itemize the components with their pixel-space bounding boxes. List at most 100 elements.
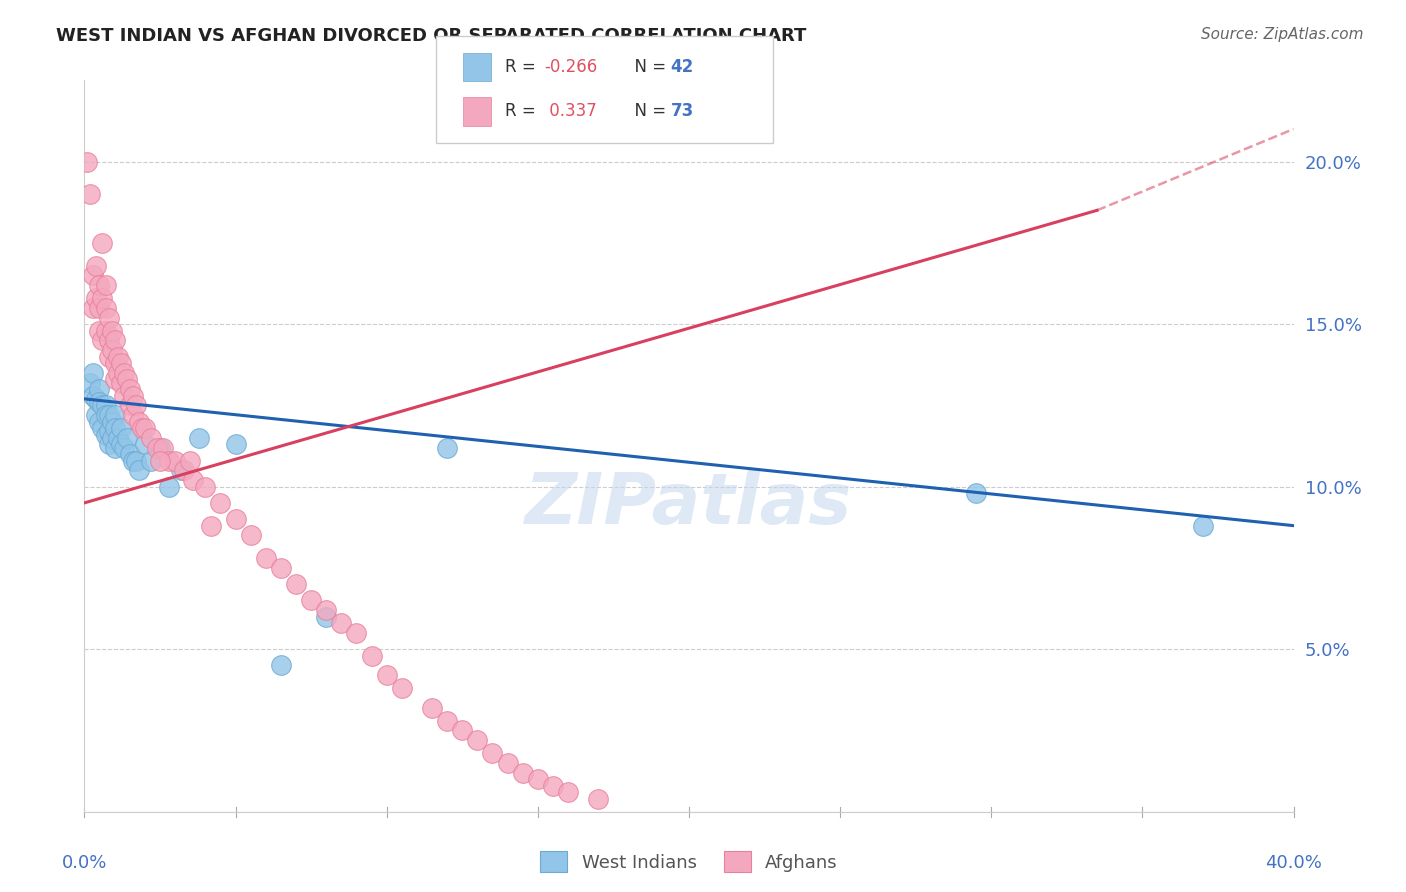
Point: [125, 453, 148, 467]
Point: [82, 301, 104, 315]
Point: [89, 415, 111, 429]
Point: [118, 447, 141, 461]
Point: [134, 421, 156, 435]
Point: [481, 746, 503, 760]
Text: 0.337: 0.337: [544, 103, 598, 120]
Point: [89, 395, 111, 409]
Point: [112, 366, 135, 380]
Text: WEST INDIAN VS AFGHAN DIVORCED OR SEPARATED CORRELATION CHART: WEST INDIAN VS AFGHAN DIVORCED OR SEPARA…: [56, 27, 807, 45]
Point: [121, 453, 143, 467]
Point: [170, 463, 193, 477]
Point: [285, 577, 308, 591]
Text: 0.0%: 0.0%: [62, 854, 107, 872]
Point: [100, 431, 122, 445]
Point: [467, 733, 489, 747]
Point: [315, 603, 337, 617]
Text: ZIPatlas: ZIPatlas: [526, 470, 852, 539]
Point: [91, 398, 114, 412]
Point: [104, 421, 127, 435]
Point: [139, 453, 162, 467]
Point: [110, 421, 132, 435]
Legend: West Indians, Afghans: West Indians, Afghans: [540, 851, 838, 872]
Point: [86, 259, 108, 273]
Point: [118, 398, 141, 412]
Point: [86, 291, 108, 305]
Point: [541, 779, 564, 793]
Point: [79, 376, 101, 390]
Point: [173, 463, 195, 477]
Point: [115, 372, 138, 386]
Point: [128, 463, 150, 477]
Point: [299, 593, 322, 607]
Point: [100, 415, 122, 429]
Point: [181, 473, 204, 487]
Text: N =: N =: [624, 103, 672, 120]
Point: [97, 350, 120, 364]
Point: [91, 334, 114, 348]
Point: [104, 372, 127, 386]
Point: [97, 425, 120, 439]
Point: [89, 301, 111, 315]
Point: [194, 480, 217, 494]
Point: [420, 700, 443, 714]
Point: [146, 441, 169, 455]
Point: [76, 154, 98, 169]
Point: [82, 268, 104, 283]
Point: [86, 408, 108, 422]
Point: [239, 528, 262, 542]
Point: [110, 356, 132, 370]
Point: [391, 681, 413, 696]
Text: R =: R =: [505, 103, 541, 120]
Point: [94, 324, 117, 338]
Point: [557, 785, 579, 799]
Point: [165, 453, 187, 467]
Text: -0.266: -0.266: [544, 58, 598, 76]
Point: [104, 408, 127, 422]
Point: [225, 512, 247, 526]
Point: [125, 398, 148, 412]
Point: [115, 431, 138, 445]
Point: [94, 278, 117, 293]
Point: [82, 389, 104, 403]
Point: [128, 415, 150, 429]
Point: [527, 772, 550, 787]
Point: [131, 421, 153, 435]
Point: [436, 714, 458, 728]
Point: [496, 756, 519, 770]
Point: [97, 334, 120, 348]
Point: [91, 421, 114, 435]
Point: [91, 291, 114, 305]
Text: N =: N =: [624, 58, 672, 76]
Point: [110, 376, 132, 390]
Point: [110, 437, 132, 451]
Point: [100, 343, 122, 357]
Point: [152, 441, 174, 455]
Point: [346, 626, 368, 640]
Point: [91, 235, 114, 250]
Point: [121, 389, 143, 403]
Point: [89, 278, 111, 293]
Point: [200, 518, 222, 533]
Point: [94, 408, 117, 422]
Text: 40.0%: 40.0%: [1265, 854, 1322, 872]
Point: [112, 389, 135, 403]
Point: [139, 431, 162, 445]
Point: [315, 609, 337, 624]
Point: [104, 441, 127, 455]
Point: [451, 723, 474, 738]
Point: [97, 437, 120, 451]
Point: [107, 366, 129, 380]
Point: [86, 392, 108, 406]
Point: [179, 453, 201, 467]
Point: [157, 480, 180, 494]
Point: [330, 616, 353, 631]
Point: [270, 561, 292, 575]
Point: [965, 486, 987, 500]
Point: [188, 431, 211, 445]
Point: [112, 441, 135, 455]
Point: [588, 791, 610, 805]
Point: [512, 765, 534, 780]
Text: 73: 73: [671, 103, 695, 120]
Point: [118, 382, 141, 396]
Point: [254, 551, 277, 566]
